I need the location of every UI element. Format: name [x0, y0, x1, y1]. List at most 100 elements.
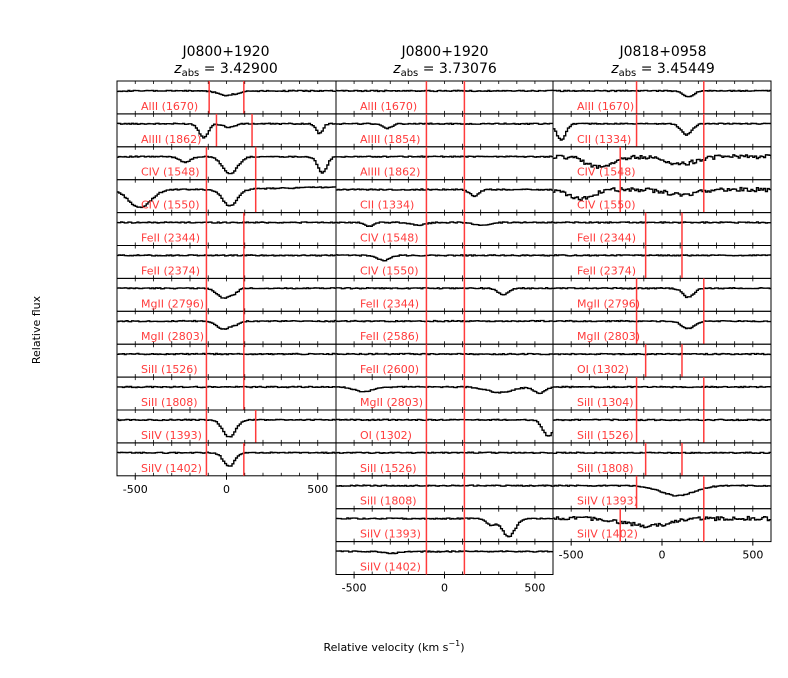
spectrum-flux-curve	[336, 89, 553, 93]
ion-label: SiIV (1402)	[360, 561, 421, 574]
ion-label: AlIII (1862)	[360, 166, 420, 179]
ion-label: FeII (2374)	[577, 264, 636, 277]
column-title-redshift: zabs = 3.73076	[392, 61, 497, 79]
spectrum-flux-curve	[553, 221, 771, 224]
spectrum-flux-curve	[553, 515, 771, 529]
spectrum-panel: SiII (1526)	[335, 442, 554, 477]
ion-label: FeII (2600)	[360, 363, 419, 376]
column-title-object: J0800+1920	[181, 44, 269, 60]
spectrum-flux-curve	[336, 319, 553, 323]
spectrum-flux-curve	[117, 186, 336, 209]
ion-label: OI (1302)	[360, 429, 412, 442]
column-title-redshift: zabs = 3.45449	[610, 61, 715, 79]
spectrum-panel: AlII (1670)	[552, 80, 772, 115]
spectrum-flux-curve	[553, 319, 771, 330]
spectrum-flux-curve	[336, 418, 553, 437]
spectrum-panel: CIV (1548)	[335, 212, 554, 247]
spectrum-panel: SiII (1808)	[116, 376, 337, 411]
spectrum-panel: FeII (2374)	[116, 245, 337, 279]
spectrum-flux-curve	[336, 155, 553, 158]
x-tick-label: 0	[659, 549, 666, 562]
spectrum-panel: CIV (1550)	[335, 245, 554, 279]
spectrum-flux-curve	[117, 385, 336, 389]
spectrum-flux-curve	[553, 484, 771, 497]
spectrum-panel: SiII (1526)	[116, 343, 337, 378]
spectrum-flux-curve	[336, 517, 553, 538]
ion-label: MgII (2796)	[577, 297, 640, 310]
spectrum-panel: MgII (2803)	[116, 310, 337, 345]
spectrum-panel: SiIV (1393)	[552, 475, 772, 510]
spectrum-flux-curve	[117, 221, 336, 224]
ion-label: FeII (2374)	[141, 264, 200, 277]
spectrum-panel: CIV (1548)	[116, 146, 337, 181]
ion-label: CIV (1548)	[360, 232, 419, 245]
spectrum-panel: MgII (2796)	[116, 277, 337, 312]
spectrum-panel: AlII (1670)	[116, 80, 337, 115]
spectrum-panel: SiIV (1402)	[552, 508, 772, 543]
spectrum-panel: SiIV (1402)	[116, 442, 337, 477]
ion-label: AlIII (1854)	[360, 133, 420, 146]
ion-label: FeII (2586)	[360, 330, 419, 343]
spectrum-panel: SiII (1526)	[552, 409, 772, 444]
spectrum-flux-curve	[553, 186, 771, 201]
spectrum-flux-curve	[336, 188, 553, 198]
ion-label: SiIV (1393)	[141, 429, 202, 442]
ion-label: SiII (1526)	[577, 429, 634, 442]
ion-label: CIV (1548)	[577, 166, 636, 179]
x-tick-label: -500	[559, 549, 584, 562]
ion-label: MgII (2803)	[141, 330, 204, 343]
spectrum-panel: AlII (1670)	[335, 80, 554, 115]
spectrum-flux-curve	[336, 254, 553, 262]
spectrum-panel: AlIII (1854)	[335, 113, 554, 148]
spectrum-panel: FeII (2374)	[552, 245, 772, 279]
spectrum-flux-curve	[553, 418, 771, 422]
ion-label: MgII (2803)	[577, 330, 640, 343]
spectrum-flux-curve	[553, 287, 771, 299]
x-tick-label: 500	[307, 483, 328, 496]
column-title-object: J0818+0958	[618, 44, 706, 60]
spectrum-flux-curve	[117, 451, 336, 467]
x-tick-label: 0	[441, 582, 448, 595]
spectrum-panel: CIV (1548)	[552, 146, 772, 181]
ion-label: SiIV (1402)	[577, 528, 638, 541]
spectrum-flux-curve	[553, 385, 771, 389]
ion-label: CIV (1548)	[141, 166, 200, 179]
spectrum-flux-curve	[336, 550, 553, 555]
spectrum-panel: OI (1302)	[335, 409, 554, 444]
x-tick-label: 0	[223, 483, 230, 496]
ion-label: AlII (1670)	[141, 100, 198, 113]
spectrum-flux-curve	[117, 319, 336, 330]
spectrum-flux-curve	[553, 451, 771, 454]
ion-label: AlII (1670)	[360, 100, 417, 113]
x-axis-label: Relative velocity (km s−1)	[323, 639, 464, 654]
ion-label: CII (1334)	[360, 199, 414, 212]
y-axis-label: Relative flux	[30, 295, 43, 364]
spectrum-panel: CIV (1550)	[552, 179, 772, 214]
spectrum-panel: CII (1334)	[335, 179, 554, 214]
spectrum-flux-curve	[553, 254, 771, 257]
spectrum-flux-curve	[336, 287, 553, 296]
spectrum-panel: SiIV (1393)	[335, 508, 554, 543]
ion-label: FeII (2344)	[360, 297, 419, 310]
spectrum-panel: FeII (2600)	[335, 343, 554, 378]
spectrum-panel: CII (1334)	[552, 113, 772, 148]
spectrum-panel: FeII (2586)	[335, 310, 554, 345]
spectrum-flux-curve	[553, 122, 771, 141]
spectrum-flux-curve	[553, 89, 771, 98]
ion-label: SiIV (1393)	[360, 528, 421, 541]
ion-label: MgII (2796)	[141, 297, 204, 310]
ion-label: AlIII (1862)	[141, 133, 201, 146]
x-tick-label: 500	[742, 549, 763, 562]
ion-label: MgII (2803)	[360, 396, 423, 409]
spectrum-panel: SiII (1808)	[552, 442, 772, 477]
spectrum-panel: SiIV (1393)	[116, 409, 337, 444]
x-axis-label-main: Relative velocity (km s	[323, 641, 448, 654]
ion-label: SiIV (1393)	[577, 495, 638, 508]
spectrum-panel: MgII (2796)	[552, 277, 772, 312]
spectrum-flux-curve	[336, 221, 553, 227]
ion-label: CIV (1550)	[577, 199, 636, 212]
spectrum-flux-curve	[117, 122, 336, 139]
